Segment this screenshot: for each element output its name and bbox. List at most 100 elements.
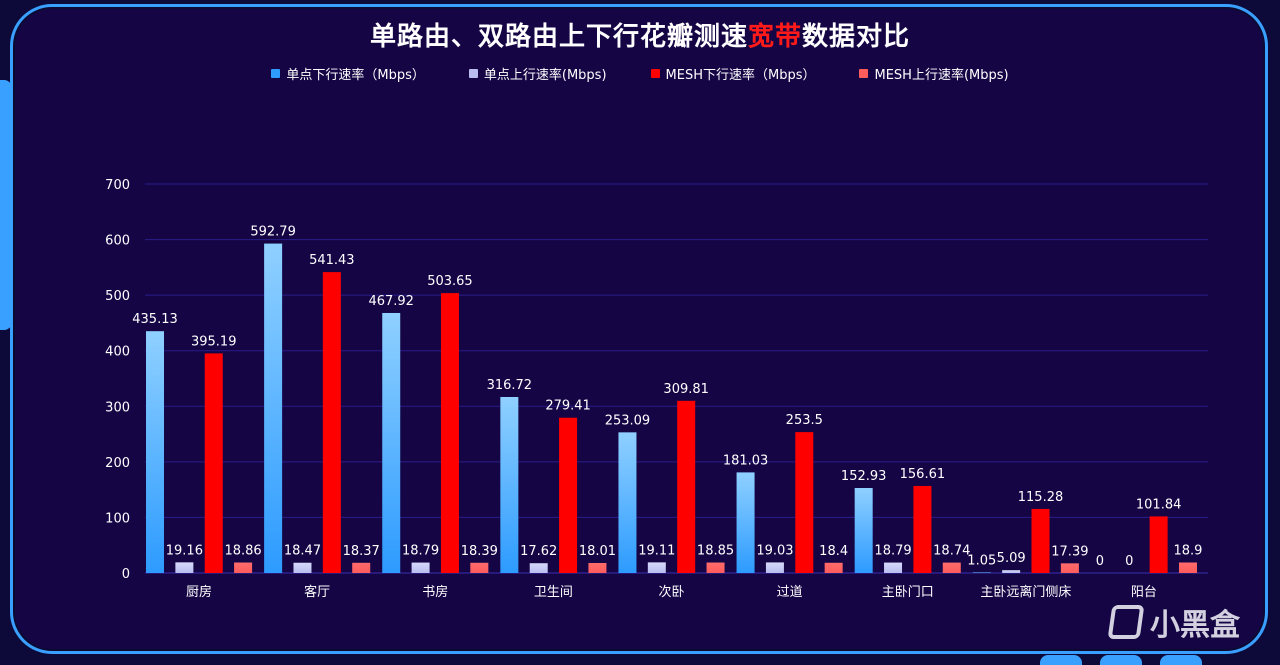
bar (264, 243, 283, 573)
y-tick-label: 700 (105, 178, 130, 193)
bar (1002, 570, 1021, 573)
data-label: 503.65 (427, 274, 473, 289)
data-label: 18.01 (579, 544, 616, 559)
data-label: 309.81 (663, 382, 709, 397)
data-label: 17.62 (520, 544, 557, 559)
data-label: 19.03 (756, 543, 793, 558)
data-label: 101.84 (1136, 497, 1182, 512)
legend-swatch (859, 69, 869, 78)
chart-title-highlight: 宽带 (747, 22, 802, 52)
x-tick-label: 厨房 (186, 584, 212, 600)
bar (146, 331, 165, 573)
bar (500, 396, 519, 573)
y-tick-label: 200 (105, 456, 130, 471)
data-label: 18.74 (933, 544, 970, 559)
data-label: 18.47 (284, 544, 321, 559)
x-tick-label: 卫生间 (534, 585, 573, 600)
bar (470, 562, 489, 573)
bar (588, 562, 607, 573)
y-tick-label: 0 (122, 567, 130, 582)
data-label: 1.05 (967, 553, 996, 568)
data-label: 18.85 (697, 544, 734, 559)
data-label: 18.4 (819, 544, 848, 559)
legend-swatch (271, 69, 281, 78)
data-label: 592.79 (250, 225, 296, 240)
data-label: 18.39 (461, 544, 498, 559)
data-label: 19.16 (166, 543, 203, 558)
bottom-tab-decoration (1040, 655, 1082, 665)
x-tick-label: 书房 (422, 584, 448, 600)
legend-swatch (468, 69, 478, 78)
chart-title: 单路由、双路由上下行花瓣测速宽带数据对比 (0, 16, 1280, 53)
bar (322, 272, 341, 573)
legend-label: MESH下行速率（Mbps） (665, 68, 816, 83)
bar (618, 432, 637, 573)
bar (440, 293, 459, 573)
watermark: 小黑盒 (1107, 600, 1240, 644)
bar (677, 400, 696, 573)
x-tick-label: 主卧门口 (882, 585, 934, 600)
legend-label: 单点下行速率（Mbps） (286, 68, 425, 83)
data-label: 18.79 (402, 544, 439, 559)
x-tick-label: 次卧 (658, 584, 684, 600)
data-label: 5.09 (997, 551, 1026, 566)
bar (204, 353, 223, 573)
side-tab-decoration (0, 80, 12, 330)
data-label: 18.9 (1174, 543, 1203, 558)
y-tick-label: 100 (105, 511, 130, 526)
y-tick-label: 600 (105, 234, 130, 249)
data-label: 0 (1096, 554, 1104, 569)
x-tick-label: 过道 (777, 585, 803, 600)
bar (1031, 508, 1050, 573)
data-label: 253.5 (786, 413, 823, 428)
data-label: 316.72 (487, 378, 533, 393)
legend-item[interactable]: MESH下行速率（Mbps） (650, 64, 816, 83)
bottom-tab-decoration (1100, 655, 1142, 665)
bar (706, 562, 725, 573)
chart-title-tail: 数据对比 (802, 22, 911, 52)
y-tick-label: 500 (105, 289, 130, 304)
bar (293, 562, 312, 573)
bar (824, 562, 843, 573)
chart-legend: 单点下行速率（Mbps） 单点上行速率(Mbps) MESH下行速率（Mbps）… (0, 64, 1280, 83)
data-label: 156.61 (900, 467, 946, 482)
bar (913, 485, 932, 573)
x-tick-label: 主卧远离门侧床 (980, 584, 1071, 600)
watermark-logo-icon (1107, 605, 1145, 639)
bar (647, 562, 666, 573)
data-label: 279.41 (545, 399, 591, 414)
x-tick-label: 阳台 (1131, 585, 1157, 600)
legend-item[interactable]: MESH上行速率(Mbps) (859, 64, 1009, 83)
y-tick-label: 400 (105, 345, 130, 360)
data-label: 18.37 (343, 544, 380, 559)
data-label: 152.93 (841, 469, 887, 484)
watermark-text: 小黑盒 (1150, 608, 1240, 643)
legend-item[interactable]: 单点下行速率（Mbps） (271, 64, 425, 83)
bar (972, 572, 991, 573)
data-label: 19.11 (638, 543, 675, 558)
bar (1178, 562, 1197, 573)
data-label: 17.39 (1051, 544, 1088, 559)
legend-label: 单点上行速率(Mbps) (483, 68, 607, 83)
data-label: 115.28 (1018, 490, 1064, 505)
bar (1060, 563, 1079, 573)
legend-item[interactable]: 单点上行速率(Mbps) (468, 64, 607, 83)
bar (765, 562, 784, 573)
bar (411, 562, 430, 573)
y-tick-label: 300 (105, 400, 130, 415)
legend-label: MESH上行速率(Mbps) (874, 68, 1009, 83)
data-label: 18.86 (224, 544, 261, 559)
bar (382, 312, 401, 573)
bar (352, 562, 371, 573)
chart-title-main: 单路由、双路由上下行花瓣测速 (369, 22, 748, 52)
bottom-tab-decoration (1160, 655, 1202, 665)
bar (884, 562, 903, 573)
data-label: 0 (1125, 554, 1133, 569)
bar (1149, 516, 1168, 573)
bar (854, 488, 873, 573)
data-label: 18.79 (874, 544, 911, 559)
bar (795, 432, 814, 573)
data-label: 395.19 (191, 334, 237, 349)
legend-swatch (650, 69, 660, 78)
